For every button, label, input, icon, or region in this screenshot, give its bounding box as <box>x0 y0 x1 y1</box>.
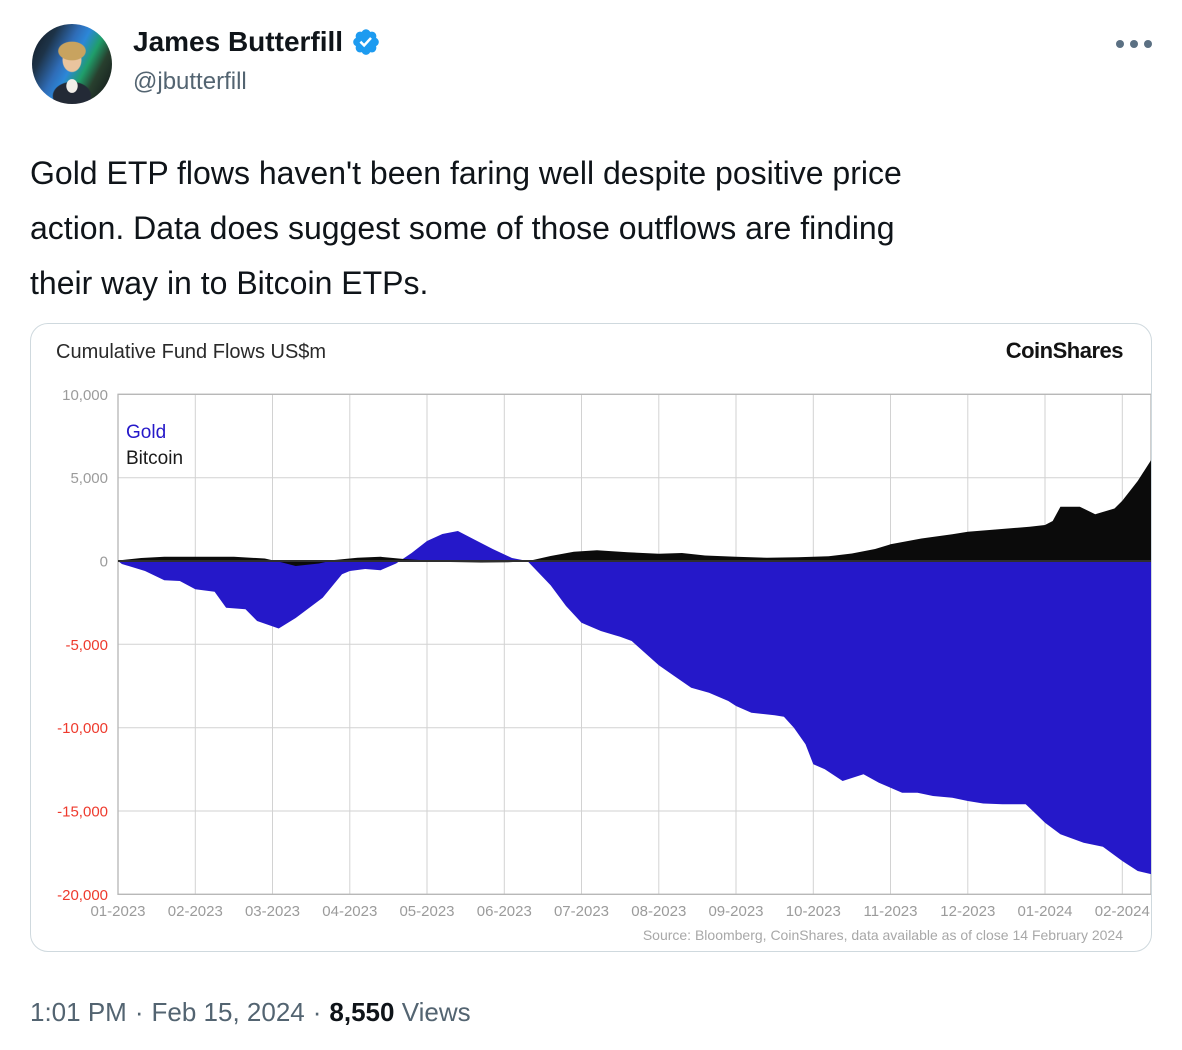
svg-text:11-2023: 11-2023 <box>864 903 918 920</box>
tweet-text-line: Gold ETP flows haven't been faring well … <box>30 155 902 191</box>
svg-text:03-2023: 03-2023 <box>245 903 300 920</box>
more-dot-icon <box>1144 40 1152 48</box>
svg-text:5,000: 5,000 <box>70 470 108 487</box>
svg-text:Bitcoin: Bitcoin <box>126 448 183 469</box>
author-handle[interactable]: @jbutterfill <box>133 68 247 95</box>
svg-text:08-2023: 08-2023 <box>631 903 686 920</box>
separator: · <box>134 997 144 1027</box>
more-dot-icon <box>1116 40 1124 48</box>
svg-text:-5,000: -5,000 <box>65 637 108 654</box>
svg-text:02-2023: 02-2023 <box>168 903 223 920</box>
tweet-text: Gold ETP flows haven't been faring well … <box>30 146 902 311</box>
svg-text:01-2023: 01-2023 <box>90 903 145 920</box>
chart-source-note: Source: Bloomberg, CoinShares, data avai… <box>642 927 1123 943</box>
svg-text:-20,000: -20,000 <box>57 887 108 904</box>
svg-text:0: 0 <box>100 554 108 571</box>
svg-text:07-2023: 07-2023 <box>554 903 609 920</box>
coinshares-logo: CoinShares <box>1005 338 1124 363</box>
chart-image-card[interactable]: Cumulative Fund Flows US$m CoinShares 10… <box>30 323 1152 952</box>
chart-plot-area: 10,0005,0000-5,000-10,000-15,000-20,0000… <box>57 387 1151 920</box>
tweet-text-line: their way in to Bitcoin ETPs. <box>30 265 429 301</box>
separator: · <box>312 997 322 1027</box>
chart-title: Cumulative Fund Flows US$m <box>56 341 327 363</box>
svg-text:01-2024: 01-2024 <box>1017 903 1072 920</box>
svg-text:05-2023: 05-2023 <box>399 903 454 920</box>
svg-text:-10,000: -10,000 <box>57 720 108 737</box>
svg-text:10-2023: 10-2023 <box>786 903 841 920</box>
more-dot-icon <box>1130 40 1138 48</box>
svg-text:04-2023: 04-2023 <box>322 903 377 920</box>
verified-badge-icon <box>353 29 379 55</box>
svg-text:02-2024: 02-2024 <box>1095 903 1150 920</box>
views-count: 8,550 <box>329 997 395 1027</box>
svg-text:-15,000: -15,000 <box>57 804 108 821</box>
more-button[interactable] <box>1112 36 1156 52</box>
fund-flows-chart: 10,000 5,000 0 -5,000 -10,000 -15,000 -20,000 0… <box>31 379 1151 951</box>
date: Feb 15, 2024 <box>151 997 305 1027</box>
views-label: Views <box>401 997 471 1027</box>
author-name[interactable]: James Butterfill <box>133 26 344 57</box>
svg-text:12-2023: 12-2023 <box>940 903 995 920</box>
tweet-text-line: action. Data does suggest some of those … <box>30 210 895 246</box>
svg-text:Gold: Gold <box>126 422 166 443</box>
svg-text:10,000: 10,000 <box>62 387 108 404</box>
timestamp: 1:01 PM <box>30 997 127 1027</box>
svg-text:06-2023: 06-2023 <box>477 903 532 920</box>
svg-text:09-2023: 09-2023 <box>708 903 763 920</box>
avatar[interactable] <box>32 24 112 104</box>
tweet-footer: 1:01 PM · Feb 15, 2024 · 8,550 Views <box>30 997 471 1028</box>
